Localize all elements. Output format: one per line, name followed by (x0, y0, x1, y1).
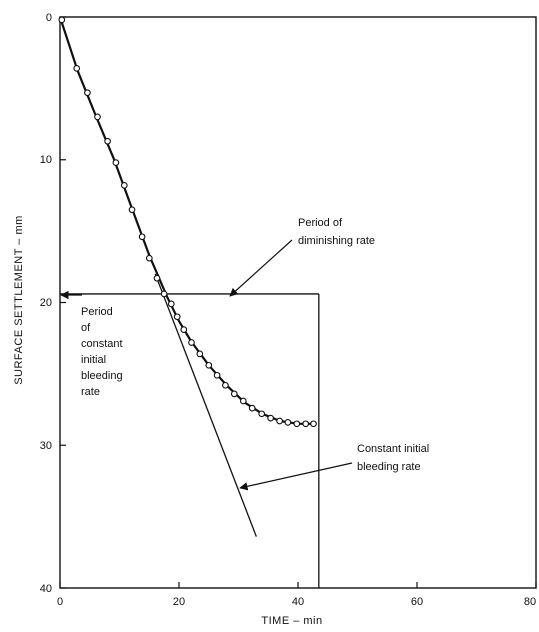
annotation-line: diminishing rate (298, 235, 375, 247)
data-point (167, 300, 175, 308)
data-point (104, 137, 111, 145)
data-point (258, 410, 266, 418)
y-axis-title: SURFACE SETTLEMENT – mm (13, 215, 25, 385)
data-point (84, 89, 91, 97)
data-point (239, 397, 247, 405)
annotation-line: Period of (298, 217, 343, 229)
data-point (267, 414, 274, 422)
data-point (128, 206, 136, 214)
y-tick-label: 20 (40, 297, 52, 309)
data-point (222, 381, 229, 389)
data-point (302, 420, 310, 428)
annotation-line: bleeding (81, 370, 123, 382)
y-tick-label: 10 (40, 154, 52, 166)
reference-box (60, 293, 320, 588)
data-points (58, 16, 317, 428)
data-point (112, 159, 120, 166)
data-point (173, 313, 181, 321)
annotation-constant-rate: Constant initial bleeding rate (357, 443, 432, 473)
x-tick-label: 0 (57, 596, 63, 608)
data-point (293, 420, 301, 428)
data-point (188, 339, 195, 346)
annotation-line: bleeding rate (357, 461, 421, 473)
y-tick-label: 40 (40, 583, 52, 595)
data-point (145, 254, 153, 262)
arrow-constant-rate (239, 462, 353, 491)
x-tick-label: 80 (524, 596, 536, 608)
data-point (160, 290, 168, 298)
x-tick-label: 40 (292, 596, 304, 608)
data-point (248, 404, 256, 412)
data-point (94, 113, 101, 121)
data-point (180, 326, 188, 333)
annotation-constant-period: Period of constant initial bleeding rate (81, 306, 126, 398)
data-point (310, 420, 317, 428)
annotation-line: of (81, 322, 91, 334)
x-axis-title: TIME – min (261, 615, 322, 627)
annotation-line: initial (81, 354, 106, 366)
arrow-diminishing-rate (229, 239, 293, 297)
data-point (153, 274, 161, 282)
data-point (230, 390, 238, 398)
annotation-line: Constant initial (357, 443, 429, 455)
annotation-line: rate (81, 386, 100, 398)
plot-frame (59, 16, 537, 589)
data-point (73, 65, 81, 72)
tangent-line (154, 273, 257, 537)
data-point (196, 350, 204, 358)
data-point (205, 361, 213, 369)
data-point (213, 371, 221, 379)
annotation-diminishing-rate: Period of diminishing rate (298, 217, 375, 247)
x-tick-label: 60 (411, 596, 423, 608)
annotation-line: Period (81, 306, 113, 318)
y-tick-label: 0 (46, 12, 52, 24)
y-tick-label: 30 (40, 440, 52, 452)
axis-ticks (59, 16, 537, 589)
data-point (284, 419, 292, 426)
annotation-line: constant (81, 338, 123, 350)
x-tick-label: 20 (173, 596, 185, 608)
data-point (276, 417, 283, 425)
data-point (58, 16, 66, 24)
data-point (120, 182, 128, 189)
data-point (138, 233, 146, 241)
